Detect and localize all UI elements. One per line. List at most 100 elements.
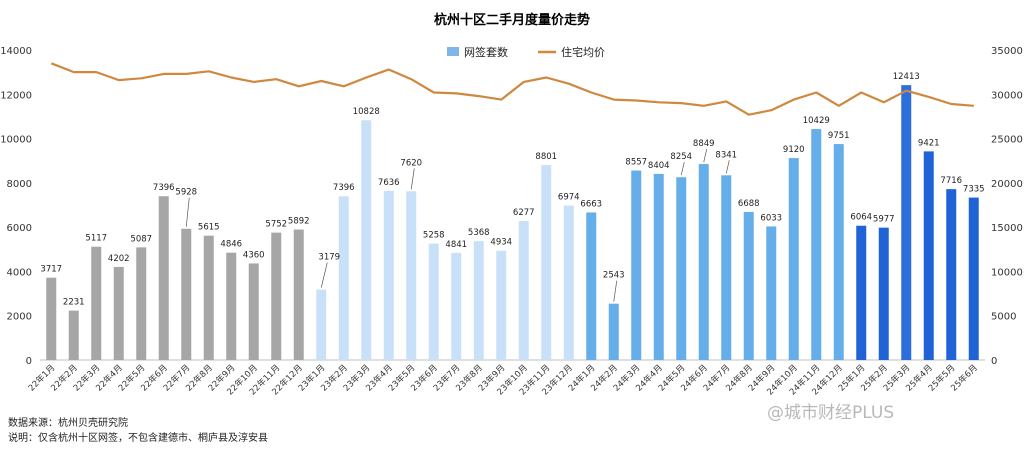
bar xyxy=(698,164,709,360)
bar xyxy=(923,151,934,360)
bar-value-label: 10429 xyxy=(803,116,830,126)
bar-value-label: 9751 xyxy=(828,131,850,141)
y-right-tick-label: 30000 xyxy=(991,90,1023,101)
y-left-tick-label: 12000 xyxy=(0,90,32,101)
bar-value-label: 6033 xyxy=(760,213,782,223)
bar-value-label: 4360 xyxy=(243,250,265,260)
bar-value-label: 5117 xyxy=(85,234,107,244)
bar-value-label: 4846 xyxy=(220,240,242,250)
bar-value-label: 8801 xyxy=(535,152,557,162)
bar-value-label: 2543 xyxy=(603,271,625,281)
bar xyxy=(901,85,912,360)
bar-value-label: 5892 xyxy=(288,217,310,227)
bar xyxy=(518,221,529,360)
watermark: @城市财经PLUS xyxy=(767,403,895,423)
bar xyxy=(856,225,867,360)
bar-value-label: 8404 xyxy=(648,161,670,171)
bar-value-label: 6663 xyxy=(580,199,602,209)
bar xyxy=(586,212,597,360)
bar-value-label: 9421 xyxy=(918,138,940,148)
leader-line xyxy=(613,280,618,302)
bar xyxy=(226,252,237,360)
bar-value-label: 7620 xyxy=(400,158,422,168)
bar xyxy=(271,232,282,360)
bar-value-label: 6688 xyxy=(738,199,760,209)
bar-value-label: 5977 xyxy=(873,215,895,225)
y-axis-left: 0 2000 4000 6000 8000 10000 12000 14000 xyxy=(0,46,985,367)
y-left-tick-label: 14000 xyxy=(0,46,32,57)
bar-value-label: 7636 xyxy=(378,178,400,188)
line-series xyxy=(50,62,974,116)
bar-value-label: 8557 xyxy=(625,158,647,168)
bar-value-label: 4934 xyxy=(490,238,512,248)
y-right-tick-label: 15000 xyxy=(991,223,1023,234)
leader-line xyxy=(320,262,328,288)
leader-line xyxy=(703,148,708,163)
y-left-tick-label: 8000 xyxy=(7,179,32,190)
bar xyxy=(563,205,574,360)
y-left-tick-label: 0 xyxy=(26,356,32,367)
legend-label-bar: 网签套数 xyxy=(464,45,508,59)
source-text: 数据来源：杭州贝壳研究院 xyxy=(8,418,128,429)
bar-value-label: 5258 xyxy=(423,231,445,241)
bar xyxy=(338,196,349,360)
bar xyxy=(181,228,192,360)
bar xyxy=(158,196,169,360)
bar xyxy=(91,246,102,360)
y-left-tick-label: 2000 xyxy=(7,312,32,323)
bar xyxy=(496,250,507,360)
legend-swatch-bar xyxy=(447,47,459,56)
bar xyxy=(878,227,889,360)
y-right-tick-label: 20000 xyxy=(991,179,1023,190)
bar-value-label: 5087 xyxy=(130,234,152,244)
bar xyxy=(316,289,327,360)
bar xyxy=(946,189,957,360)
bar xyxy=(406,191,417,360)
y-right-tick-label: 35000 xyxy=(991,46,1023,57)
bar xyxy=(721,175,732,360)
bar xyxy=(766,226,777,360)
legend: 网签套数 住宅均价 xyxy=(447,45,605,59)
y-left-tick-label: 6000 xyxy=(7,223,32,234)
y-left-tick-label: 10000 xyxy=(0,135,32,146)
bar xyxy=(428,243,439,360)
bar-value-label: 8849 xyxy=(693,139,715,149)
y-right-tick-label: 0 xyxy=(991,356,997,367)
bar-value-label: 7396 xyxy=(153,183,175,193)
bar-value-label: 8341 xyxy=(715,150,737,160)
note-text: 说明：仅含杭州十区网签，不包含建德市、桐庐县及淳安县 xyxy=(8,433,268,444)
bar xyxy=(833,144,844,360)
bar-value-label: 9120 xyxy=(783,145,805,155)
chart-title: 杭州十区二手月度量价走势 xyxy=(434,12,590,28)
leader-line xyxy=(185,197,190,227)
price-line xyxy=(50,62,974,116)
bar-value-label: 5615 xyxy=(198,223,220,233)
bar xyxy=(968,197,979,360)
leader-line xyxy=(410,168,415,190)
bar-value-label: 8254 xyxy=(670,152,692,162)
bar xyxy=(248,263,259,360)
bar-value-label: 6064 xyxy=(850,213,872,223)
bar-value-label: 2231 xyxy=(63,298,85,308)
bar xyxy=(203,235,214,360)
bar xyxy=(136,247,147,360)
bar-value-label: 12413 xyxy=(893,72,920,82)
bar-value-label: 7335 xyxy=(963,185,985,195)
leader-line xyxy=(725,160,730,174)
bar xyxy=(68,310,79,360)
bar xyxy=(631,170,642,360)
bar-value-label: 7716 xyxy=(940,176,962,186)
x-axis-labels: 22年1月22年2月22年3月22年4月22年5月22年6月22年7月22年8月… xyxy=(26,362,980,397)
bar-value-label: 5368 xyxy=(468,228,490,238)
bar-value-label: 3179 xyxy=(318,253,340,263)
bar xyxy=(473,241,484,360)
bar-value-label: 6974 xyxy=(558,193,580,203)
bar xyxy=(361,120,372,360)
bar-series xyxy=(46,85,979,360)
bar xyxy=(293,229,304,360)
bar xyxy=(653,173,664,360)
bar-value-label: 4202 xyxy=(108,254,130,264)
bar xyxy=(811,129,822,360)
